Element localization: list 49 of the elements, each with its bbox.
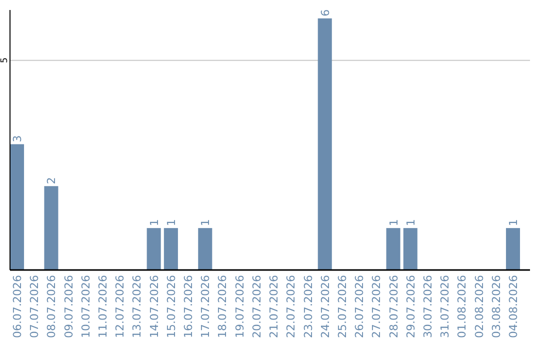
x-tick-label: 03.08.2026 — [490, 275, 503, 338]
x-tick-label: 28.07.2026 — [387, 275, 400, 338]
x-tick-label: 02.08.2026 — [472, 275, 486, 338]
bar — [44, 186, 58, 270]
x-tick-label: 31.07.2026 — [438, 275, 452, 338]
data-label: 1 — [148, 219, 161, 226]
bar — [164, 228, 178, 270]
x-tick-label: 09.07.2026 — [62, 275, 76, 338]
data-label: 1 — [199, 219, 212, 226]
x-tick-label: 11.07.2026 — [96, 275, 110, 338]
data-label: 6 — [318, 9, 332, 16]
data-label: 1 — [506, 219, 520, 226]
y-tick-label: 5 — [0, 57, 10, 64]
bar — [318, 18, 332, 270]
x-tick-label: 06.07.2026 — [11, 275, 24, 338]
x-tick-label: 08.07.2026 — [45, 275, 58, 338]
data-label: 1 — [387, 219, 400, 226]
x-tick-label: 17.07.2026 — [199, 275, 212, 338]
x-tick-label: 29.07.2026 — [404, 275, 418, 338]
x-tick-label: 30.07.2026 — [421, 275, 434, 338]
bar — [386, 228, 400, 270]
data-label: 1 — [164, 219, 178, 226]
data-label: 1 — [404, 219, 418, 226]
x-tick-label: 13.07.2026 — [130, 275, 144, 338]
x-tick-label: 01.08.2026 — [456, 275, 469, 338]
bar — [146, 228, 161, 270]
data-label: 3 — [11, 135, 24, 142]
x-tick-label: 21.07.2026 — [268, 275, 281, 338]
bar — [403, 228, 418, 270]
x-tick-label: 16.07.2026 — [182, 275, 196, 338]
x-tick-label: 15.07.2026 — [164, 275, 178, 338]
x-tick-label: 10.07.2026 — [79, 275, 92, 338]
bar — [506, 228, 520, 270]
bar — [198, 228, 212, 270]
x-tick-label: 14.07.2026 — [148, 275, 161, 338]
x-tick-label: 27.07.2026 — [370, 275, 384, 338]
x-tick-label: 22.07.2026 — [284, 275, 298, 338]
x-tick-label: 25.07.2026 — [336, 275, 349, 338]
data-label: 2 — [45, 177, 58, 184]
x-tick-label: 12.07.2026 — [114, 275, 127, 338]
x-tick-label: 18.07.2026 — [216, 275, 230, 338]
x-tick-label: 23.07.2026 — [302, 275, 315, 338]
x-tick-label: 26.07.2026 — [353, 275, 366, 338]
x-tick-label: 20.07.2026 — [250, 275, 264, 338]
x-tick-label: 24.07.2026 — [318, 275, 332, 338]
x-tick-label: 07.07.2026 — [28, 275, 42, 338]
x-tick-label: 19.07.2026 — [233, 275, 246, 338]
x-tick-label: 04.08.2026 — [506, 275, 520, 338]
bar — [10, 144, 24, 270]
